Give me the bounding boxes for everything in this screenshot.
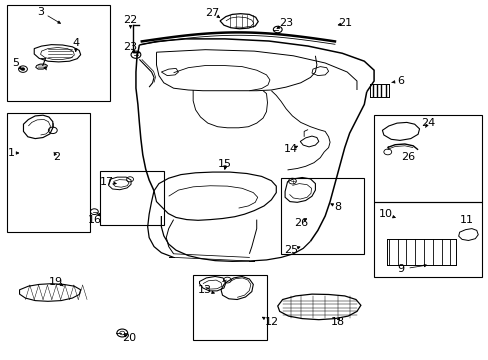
Text: 27: 27 (205, 8, 220, 18)
Text: 25: 25 (284, 245, 297, 255)
Bar (193, 275, 266, 340)
Circle shape (21, 68, 25, 71)
Text: 15: 15 (218, 159, 231, 169)
Bar (7, 5, 110, 101)
Text: 24: 24 (420, 118, 434, 128)
Text: 10: 10 (378, 209, 391, 219)
Text: 11: 11 (459, 215, 473, 225)
Text: 21: 21 (337, 18, 351, 28)
Bar (7, 113, 90, 232)
Text: 13: 13 (197, 285, 211, 295)
Text: 3: 3 (37, 6, 44, 17)
Bar (373, 115, 481, 202)
Text: 2: 2 (53, 152, 60, 162)
Text: 26: 26 (401, 152, 414, 162)
Text: 12: 12 (264, 317, 278, 327)
Bar (281, 178, 364, 254)
Text: 20: 20 (122, 333, 136, 343)
Bar (100, 171, 163, 225)
Text: 23: 23 (123, 42, 137, 52)
Text: 18: 18 (330, 317, 344, 327)
Text: 16: 16 (87, 215, 101, 225)
Text: 7: 7 (40, 58, 46, 68)
Text: 1: 1 (8, 148, 15, 158)
Text: 22: 22 (123, 15, 138, 25)
Text: 9: 9 (397, 264, 404, 274)
Text: 17: 17 (100, 177, 113, 187)
Text: 26: 26 (293, 218, 307, 228)
Text: 8: 8 (333, 202, 340, 212)
Text: 6: 6 (397, 76, 404, 86)
Text: 23: 23 (279, 18, 292, 28)
Bar (373, 202, 481, 277)
Text: 4: 4 (72, 38, 79, 48)
Text: 14: 14 (284, 144, 297, 154)
Text: 19: 19 (49, 276, 63, 287)
Text: 5: 5 (13, 58, 20, 68)
